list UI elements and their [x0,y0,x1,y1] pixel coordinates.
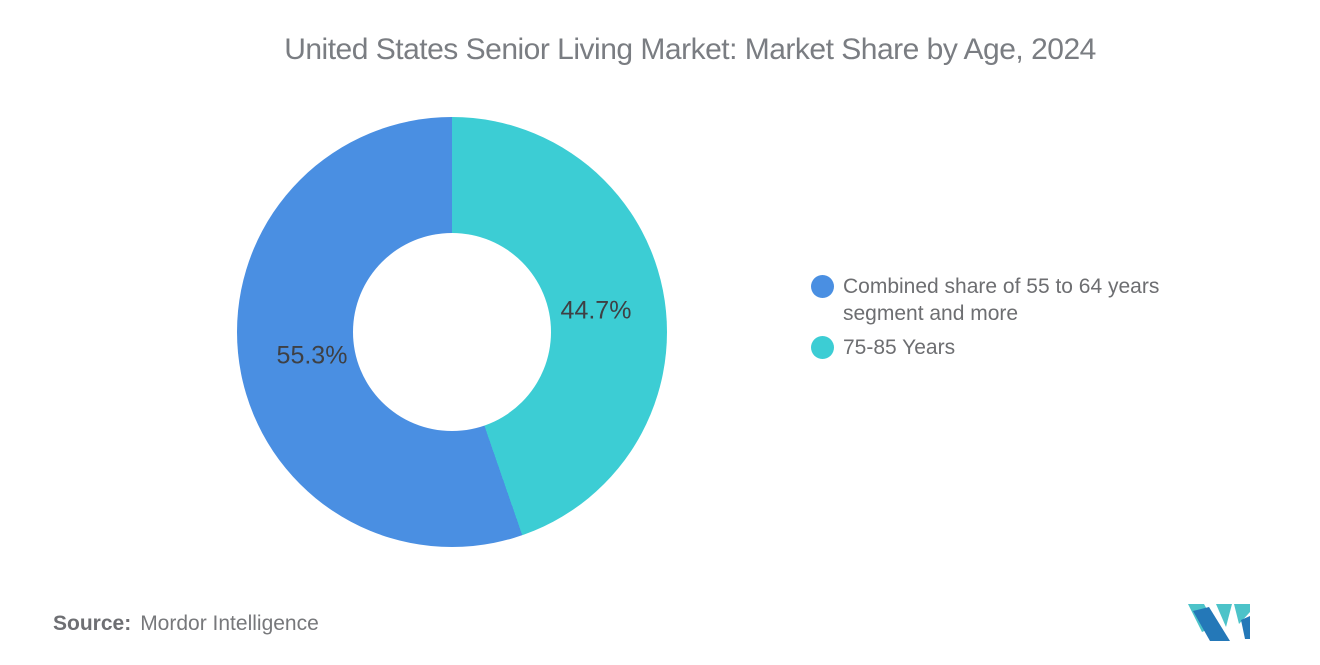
slice-label-55-64: 55.3% [276,341,348,370]
legend-item-55-64: Combined share of 55 to 64 years segment… [811,273,1191,327]
source-label: Source: [53,612,132,635]
legend-marker-teal-icon [811,336,834,359]
donut-chart: 55.3% 44.7% [237,117,667,547]
mordor-intelligence-logo-icon [1188,604,1250,641]
legend-item-75-85: 75-85 Years [811,334,1191,361]
chart-title: United States Senior Living Market: Mark… [284,33,1096,66]
source-line: Source: Mordor Intelligence [53,612,319,636]
donut-hole [353,233,551,431]
legend-marker-blue-icon [811,275,834,298]
slice-label-75-85: 44.7% [560,296,632,325]
legend: Combined share of 55 to 64 years segment… [811,273,1191,361]
source-value: Mordor Intelligence [140,612,319,635]
legend-label-75-85: 75-85 Years [843,336,956,359]
legend-label-55-64: Combined share of 55 to 64 years segment… [843,275,1160,325]
